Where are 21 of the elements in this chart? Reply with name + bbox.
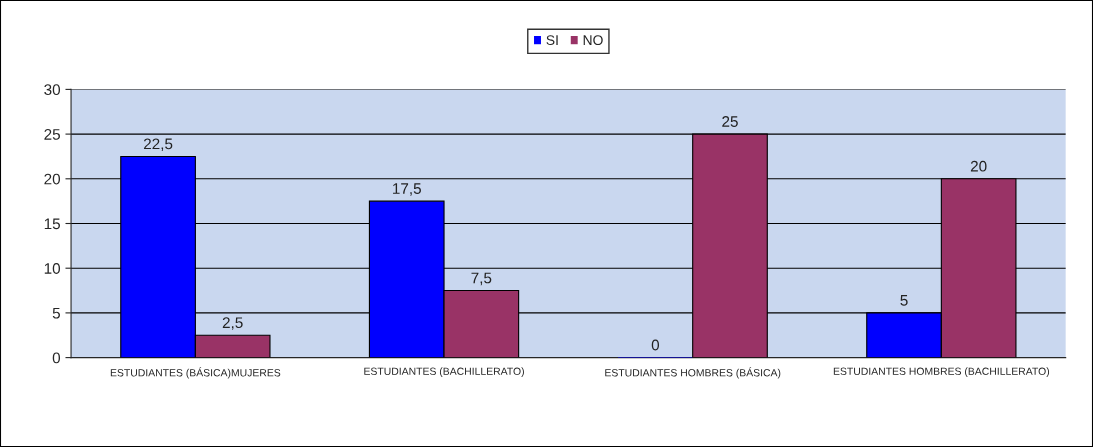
y-tick-label: 15 bbox=[44, 218, 60, 230]
legend-label: NO bbox=[583, 35, 603, 46]
y-tick-label: 20 bbox=[44, 173, 61, 185]
y-tick-label: 30 bbox=[44, 84, 61, 96]
x-tick-label: ESTUDIANTES HOMBRES (BÁSICA) bbox=[605, 367, 781, 379]
data-label: 0 bbox=[651, 339, 660, 351]
y-tick-label: 10 bbox=[44, 263, 61, 274]
x-tick-label: ESTUDIANTES (BÁSICA)MUJERES bbox=[110, 367, 281, 379]
data-label: 22,5 bbox=[143, 138, 173, 152]
data-label: 25 bbox=[722, 116, 738, 127]
y-tick-label: 0 bbox=[52, 352, 61, 364]
x-tick-label: ESTUDIANTES (BACHILLERATO) bbox=[364, 367, 524, 378]
data-label: 20 bbox=[970, 160, 987, 172]
data-label: 17,5 bbox=[393, 183, 421, 196]
data-label: 2,5 bbox=[222, 317, 243, 330]
legend-label: SI bbox=[546, 35, 558, 46]
data-label: 5 bbox=[900, 295, 908, 306]
y-tick-label: 25 bbox=[44, 128, 60, 140]
x-tick-label: ESTUDIANTES HOMBRES (BACHILLERATO) bbox=[833, 367, 1050, 378]
data-label: 7,5 bbox=[471, 272, 492, 286]
y-tick-label: 5 bbox=[52, 307, 60, 319]
